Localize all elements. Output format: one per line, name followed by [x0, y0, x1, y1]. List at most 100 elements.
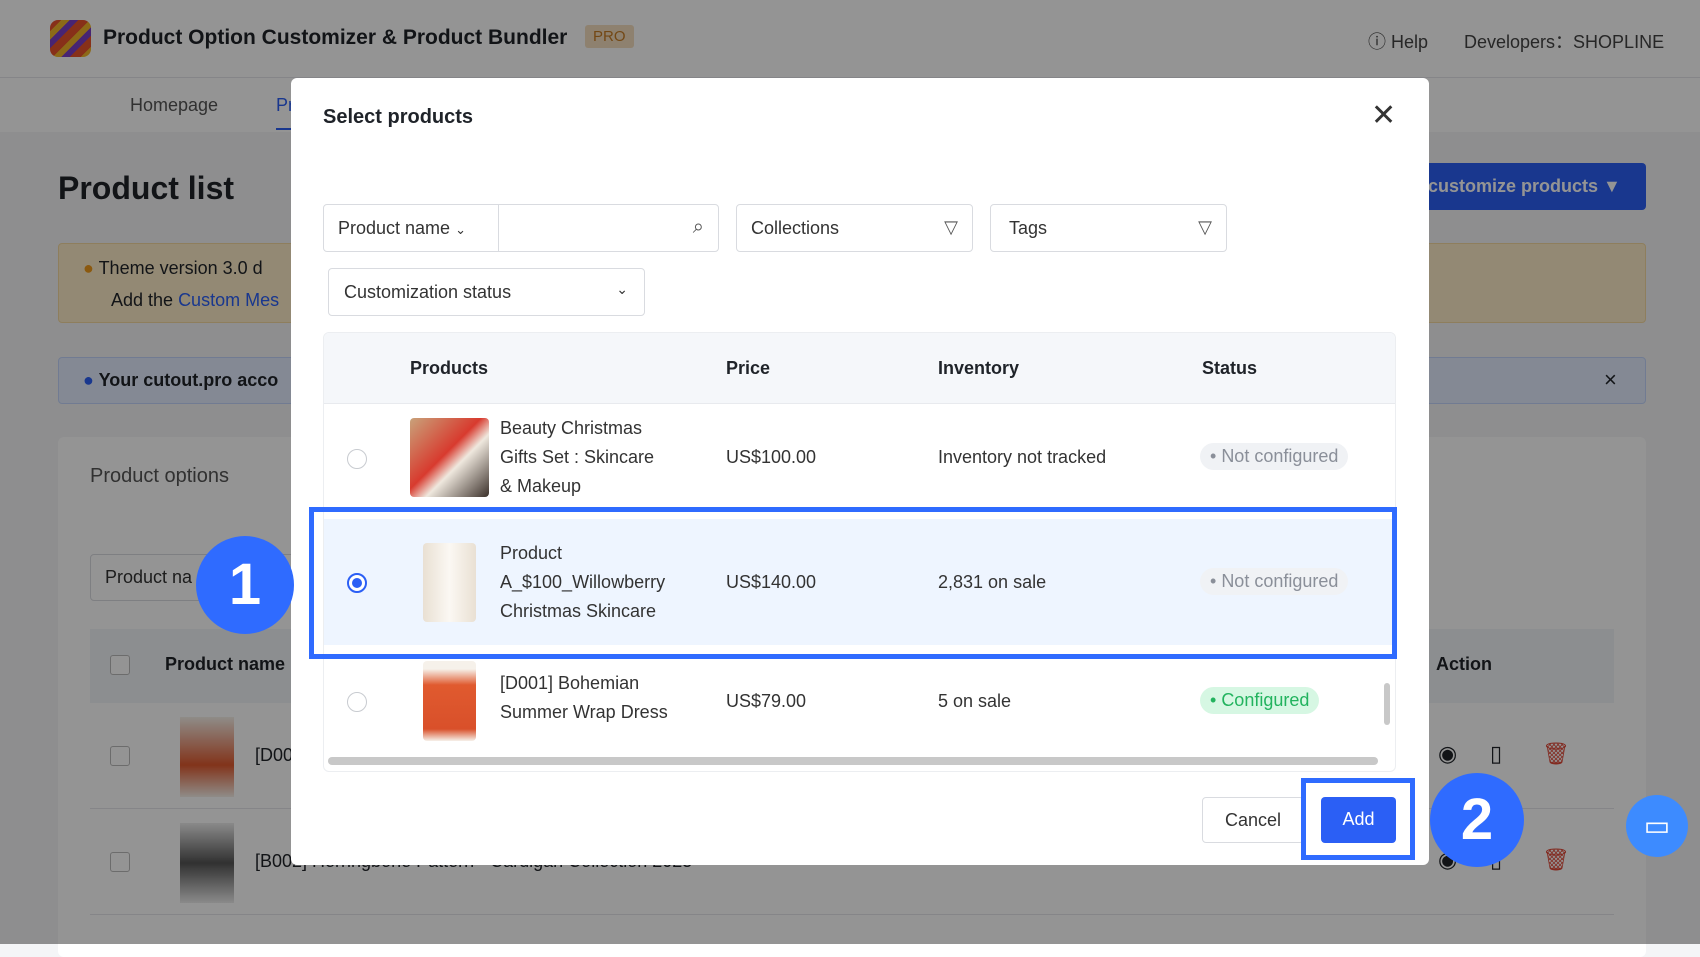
customize-label: customize products	[1428, 176, 1599, 196]
status-badge: • Configured	[1200, 687, 1320, 714]
products-table: Products Price Inventory Status Beauty C…	[323, 332, 1396, 772]
name-line: A_$100_Willowberry	[500, 572, 666, 592]
vertical-scrollbar[interactable]	[1384, 683, 1390, 725]
name-line: Christmas Skincare	[500, 601, 657, 621]
table-row-selected[interactable]: Product A_$100_Willowberry Christmas Skinc…	[324, 519, 1395, 645]
product-thumbnail	[410, 418, 489, 497]
status-label: Not configured	[1221, 571, 1339, 591]
caret-down-icon: ▼	[1603, 176, 1621, 196]
horizontal-scrollbar[interactable]	[328, 757, 1378, 765]
row-checkbox[interactable]	[110, 852, 130, 872]
selected-row-highlight	[309, 507, 1397, 659]
chevron-down-icon: ⌄	[616, 281, 628, 297]
modal-title: Select products	[323, 106, 474, 128]
chat-icon: ▭	[1643, 810, 1671, 841]
collections-filter[interactable]: Collections ▽	[736, 204, 973, 252]
col-products: Products	[410, 358, 489, 378]
product-name: [D00	[255, 745, 294, 765]
cancel-button[interactable]: Cancel	[1202, 797, 1304, 843]
field-select-label: Product name	[338, 218, 451, 238]
product-inventory: 5 on sale	[938, 691, 1012, 711]
developers-label: Developers：SHOPLINE	[1464, 32, 1665, 52]
info-label: Your cutout.pro acco	[98, 370, 279, 390]
tab-homepage[interactable]: Homepage	[130, 95, 219, 115]
name-line: Product	[500, 543, 563, 563]
filter-icon: ▽	[944, 217, 958, 237]
search-input[interactable]: ⌕	[498, 204, 719, 252]
chat-support-button[interactable]: ▭	[1626, 795, 1688, 857]
tags-label: Tags	[1009, 218, 1048, 238]
product-thumbnail	[180, 823, 234, 903]
collections-label: Collections	[751, 218, 840, 238]
product-inventory: 2,831 on sale	[938, 572, 1047, 592]
product-inventory: Inventory not tracked	[938, 447, 1107, 467]
select-products-modal: Select products ✕ Product name ⌄ ⌕ Colle…	[291, 78, 1429, 865]
row-checkbox[interactable]	[110, 746, 130, 766]
select-all-checkbox[interactable]	[110, 655, 130, 675]
warning-text: ● Theme version 3.0 d	[83, 258, 263, 279]
table-row[interactable]: Beauty Christmas Gifts Set : Skincare & Ma…	[324, 404, 1395, 511]
col-inventory: Inventory	[938, 358, 1020, 378]
name-line: & Makeup	[500, 476, 582, 496]
status-label: Not configured	[1221, 446, 1339, 466]
name-line: Gifts Set : Skincare	[500, 447, 655, 467]
app-title: Product Option Customizer & Product Bund…	[103, 26, 568, 49]
status-select-label: Customization status	[344, 282, 512, 302]
customize-products-button[interactable]: customize products ▼	[1400, 163, 1646, 210]
page-title: Product list	[58, 170, 235, 206]
product-price: US$100.00	[726, 447, 817, 467]
trash-icon[interactable]: 🗑	[1542, 741, 1570, 766]
warning-line1: Theme version 3.0 d	[98, 258, 263, 278]
product-price: US$79.00	[726, 691, 807, 711]
document-icon[interactable]: ▯	[1490, 741, 1503, 766]
close-icon[interactable]: ✕	[1371, 99, 1397, 132]
product-price: US$140.00	[726, 572, 817, 592]
search-icon[interactable]: ⌕	[692, 216, 704, 238]
product-thumbnail	[423, 543, 476, 622]
chevron-down-icon: ⌄	[455, 222, 466, 237]
name-line: [D001] Bohemian	[500, 673, 640, 693]
warning-prefix: Add the	[111, 290, 179, 310]
warning-line2: Add the Custom Mes	[111, 290, 279, 311]
product-thumbnail	[423, 661, 476, 741]
tags-filter[interactable]: Tags ▽	[990, 204, 1227, 252]
help-link[interactable]: ⓘ Help	[1368, 28, 1428, 54]
filter-icon: ▽	[1198, 217, 1212, 237]
product-thumbnail	[180, 717, 234, 797]
col-price: Price	[726, 358, 771, 378]
add-button[interactable]: Add	[1321, 797, 1396, 843]
warning-icon: ●	[83, 258, 94, 278]
table-header: Products Price Inventory Status	[324, 333, 1395, 404]
trash-icon[interactable]: 🗑	[1542, 847, 1570, 872]
eye-icon[interactable]: ◉	[1438, 741, 1458, 766]
table-row[interactable]: [D001] Bohemian Summer Wrap Dress US$79.0…	[324, 651, 1395, 754]
tab-product-options[interactable]: Product options	[90, 465, 229, 487]
col-action: Action	[1436, 654, 1492, 674]
search-field-select[interactable]: Product name ⌄	[323, 204, 499, 252]
row-radio[interactable]	[347, 692, 367, 712]
status-badge: • Not configured	[1200, 443, 1349, 470]
help-icon: ⓘ	[1368, 32, 1386, 52]
status-badge: • Not configured	[1200, 568, 1349, 595]
product-name: [D001] Bohemian Summer Wrap Dress	[500, 669, 668, 727]
status-label: Configured	[1221, 690, 1310, 710]
row-radio-selected[interactable]	[347, 573, 367, 593]
col-product-name: Product name	[165, 654, 286, 674]
name-line: Summer Wrap Dress	[500, 702, 668, 722]
step-2-marker: 2	[1430, 773, 1524, 867]
app-header	[0, 0, 1700, 78]
customization-status-select[interactable]: Customization status ⌄	[328, 268, 645, 316]
row-radio[interactable]	[347, 449, 367, 469]
pro-badge: PRO	[585, 25, 634, 48]
add-button-highlight	[1301, 778, 1415, 860]
app-logo	[50, 20, 91, 57]
product-name: Product A_$100_Willowberry Christmas Skinc…	[500, 539, 665, 626]
info-icon: ●	[83, 370, 94, 390]
close-banner-icon[interactable]: ×	[1604, 367, 1617, 392]
custom-message-link[interactable]: Custom Mes	[178, 290, 280, 310]
product-name: Beauty Christmas Gifts Set : Skincare & Ma…	[500, 414, 654, 501]
tab-products[interactable]: Pr	[276, 95, 294, 130]
info-text: ● Your cutout.pro acco	[83, 370, 278, 391]
name-line: Beauty Christmas	[500, 418, 643, 438]
help-label: Help	[1391, 32, 1429, 52]
